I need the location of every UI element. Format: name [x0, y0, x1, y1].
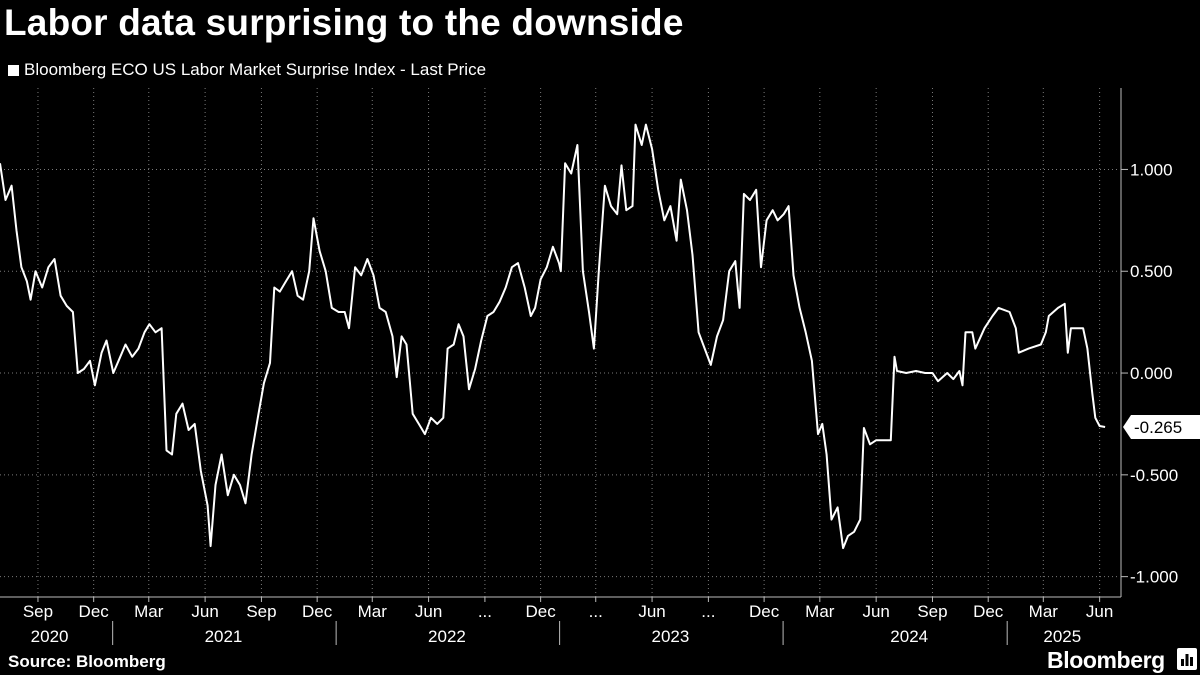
x-year-label: 2024 — [890, 627, 928, 646]
x-tick-label: Dec — [526, 602, 557, 621]
legend: Bloomberg ECO US Labor Market Surprise I… — [8, 60, 486, 80]
x-tick-label: Jun — [1086, 602, 1113, 621]
x-tick-label: Jun — [862, 602, 889, 621]
brand-logo: Bloomberg — [1047, 647, 1165, 673]
x-tick-label: Jun — [638, 602, 665, 621]
x-year-label: 2022 — [428, 627, 466, 646]
x-tick-label: Dec — [302, 602, 333, 621]
x-tick-label: Dec — [749, 602, 780, 621]
x-year-label: 2023 — [652, 627, 690, 646]
x-tick-label: Dec — [973, 602, 1004, 621]
x-tick-label: ... — [589, 602, 603, 621]
y-tick-label: -1.000 — [1130, 568, 1178, 587]
y-tick-label: 1.000 — [1130, 160, 1173, 179]
last-value-label: -0.265 — [1134, 418, 1182, 437]
x-tick-label: Mar — [134, 602, 164, 621]
y-tick-label: 0.500 — [1130, 262, 1173, 281]
x-tick-label: Sep — [23, 602, 53, 621]
x-tick-label: Jun — [191, 602, 218, 621]
x-year-label: 2025 — [1043, 627, 1081, 646]
x-tick-label: Sep — [917, 602, 947, 621]
y-tick-label: 0.000 — [1130, 364, 1173, 383]
legend-label: Bloomberg ECO US Labor Market Surprise I… — [24, 60, 487, 79]
x-tick-label: ... — [701, 602, 715, 621]
x-tick-label: Mar — [1029, 602, 1059, 621]
brand-chart-icon — [1177, 648, 1197, 670]
x-tick-label: Dec — [79, 602, 110, 621]
x-tick-label: Sep — [246, 602, 276, 621]
legend-swatch — [8, 64, 19, 76]
chart-title: Labor data surprising to the downside — [4, 2, 684, 43]
x-year-label: 2020 — [31, 627, 69, 646]
last-value-flag — [1123, 414, 1200, 439]
x-tick-label: ... — [478, 602, 492, 621]
x-tick-label: Jun — [415, 602, 442, 621]
series-line — [0, 123, 1106, 550]
source-note: Source: Bloomberg — [8, 652, 166, 671]
x-tick-label: Mar — [805, 602, 835, 621]
x-tick-label: Mar — [358, 602, 388, 621]
y-tick-label: -0.500 — [1130, 466, 1178, 485]
x-year-label: 2021 — [205, 627, 243, 646]
